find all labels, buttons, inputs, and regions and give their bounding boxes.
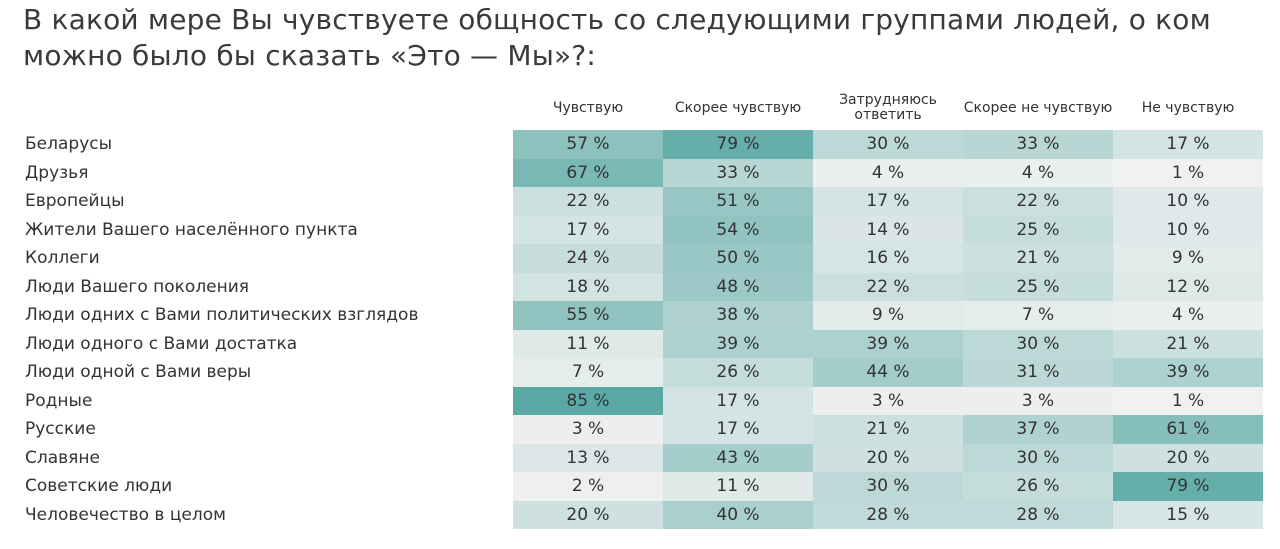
heatmap-cell: 57 % (513, 130, 663, 159)
row-label: Беларусы (25, 134, 113, 154)
heatmap-cell: 79 % (1113, 472, 1263, 501)
heatmap-cell: 61 % (1113, 415, 1263, 444)
heatmap-cell: 33 % (663, 158, 813, 187)
row-label: Жители Вашего населённого пункта (25, 219, 358, 240)
heatmap-cell: 3 % (813, 386, 963, 415)
row-label: Европейцы (25, 191, 125, 211)
heatmap-cell: 9 % (1113, 244, 1263, 273)
heatmap-cell: 21 % (1113, 329, 1263, 358)
row-label: Родные (25, 390, 93, 411)
heatmap-cell: 31 % (963, 358, 1113, 387)
heatmap-cell: 13 % (513, 443, 663, 472)
row-label: Люди одной с Вами веры (25, 362, 252, 382)
heatmap-cell: 4 % (1113, 301, 1263, 330)
heatmap-cell: 37 % (963, 415, 1113, 444)
page-title: В какой мере Вы чувствуете общность со с… (23, 3, 1211, 72)
heatmap-cell: 3 % (963, 386, 1113, 415)
heatmap-cell: 11 % (663, 472, 813, 501)
heatmap-cell: 24 % (513, 244, 663, 273)
heatmap-cell: 21 % (813, 415, 963, 444)
heatmap-cell: 28 % (813, 500, 963, 529)
heatmap-cell: 50 % (663, 244, 813, 273)
heatmap-cell: 26 % (963, 472, 1113, 501)
heatmap-cell: 2 % (513, 472, 663, 501)
heatmap-cell: 16 % (813, 244, 963, 273)
row-label: Советские люди (25, 476, 173, 496)
heatmap-cell: 17 % (663, 415, 813, 444)
heatmap-cell: 3 % (513, 415, 663, 444)
heatmap-cell: 39 % (1113, 358, 1263, 387)
heatmap-cell: 14 % (813, 215, 963, 244)
heatmap-cell: 10 % (1113, 187, 1263, 216)
heatmap-cell: 38 % (663, 301, 813, 330)
heatmap-cell: 21 % (963, 244, 1113, 273)
heatmap-cell: 7 % (963, 301, 1113, 330)
heatmap-cell: 4 % (963, 158, 1113, 187)
heatmap-cell: 79 % (663, 130, 813, 159)
row-label: Люди одних с Вами политических взглядов (25, 305, 419, 325)
row-label: Славяне (25, 447, 100, 468)
heatmap-cell: 30 % (963, 443, 1113, 472)
heatmap-cell: 26 % (663, 358, 813, 387)
heatmap-cell: 67 % (513, 158, 663, 187)
heatmap-cell: 7 % (513, 358, 663, 387)
row-label: Коллеги (25, 248, 100, 268)
column-header: Скорее не чувствую (963, 99, 1113, 116)
row-label: Русские (25, 419, 96, 439)
row-label: Человечество в целом (25, 504, 226, 525)
heatmap-cell: 51 % (663, 187, 813, 216)
heatmap-cell: 12 % (1113, 272, 1263, 301)
heatmap-cell: 17 % (1113, 130, 1263, 159)
column-header: Не чувствую (1141, 99, 1235, 116)
heatmap-cell: 28 % (963, 500, 1113, 529)
row-label: Люди Вашего поколения (25, 276, 250, 297)
row-label: Люди одного с Вами достатка (25, 333, 298, 354)
row-label: Друзья (25, 162, 89, 183)
heatmap-cell: 48 % (663, 272, 813, 301)
heatmap-cell: 22 % (513, 187, 663, 216)
heatmap-cell: 17 % (663, 386, 813, 415)
heatmap-cell: 43 % (663, 443, 813, 472)
heatmap-cell: 25 % (963, 272, 1113, 301)
heatmap-cell: 22 % (963, 187, 1113, 216)
column-header: Скорее чувствую (674, 99, 802, 116)
column-header: Затрудняюсь ответить (839, 92, 937, 123)
heatmap-cell: 39 % (663, 329, 813, 358)
heatmap-cell: 22 % (813, 272, 963, 301)
heatmap-cell: 17 % (813, 187, 963, 216)
heatmap-cell: 25 % (963, 215, 1113, 244)
heatmap-cell: 40 % (663, 500, 813, 529)
heatmap-cell: 11 % (513, 329, 663, 358)
heatmap-cell: 30 % (813, 472, 963, 501)
column-header: Чувствую (552, 99, 624, 116)
heatmap-cell: 54 % (663, 215, 813, 244)
heatmap-cell: 33 % (963, 130, 1113, 159)
heatmap-cell: 20 % (813, 443, 963, 472)
heatmap-cell: 30 % (813, 130, 963, 159)
heatmap-cell: 4 % (813, 158, 963, 187)
heatmap-cell: 20 % (513, 500, 663, 529)
heatmap-cell: 39 % (813, 329, 963, 358)
heatmap-cell: 9 % (813, 301, 963, 330)
heatmap-cell: 1 % (1113, 386, 1263, 415)
heatmap-cell: 30 % (963, 329, 1113, 358)
heatmap-cell: 18 % (513, 272, 663, 301)
heatmap-cell: 10 % (1113, 215, 1263, 244)
heatmap-cell: 55 % (513, 301, 663, 330)
heatmap-cell: 20 % (1113, 443, 1263, 472)
heatmap-chart: Чувствую Скорее чувствую Затрудняюсь ответ… (0, 88, 1280, 538)
heatmap-cell: 44 % (813, 358, 963, 387)
heatmap-cell: 17 % (513, 215, 663, 244)
heatmap-cell: 85 % (513, 386, 663, 415)
heatmap-cell: 1 % (1113, 158, 1263, 187)
heatmap-cell: 15 % (1113, 500, 1263, 529)
